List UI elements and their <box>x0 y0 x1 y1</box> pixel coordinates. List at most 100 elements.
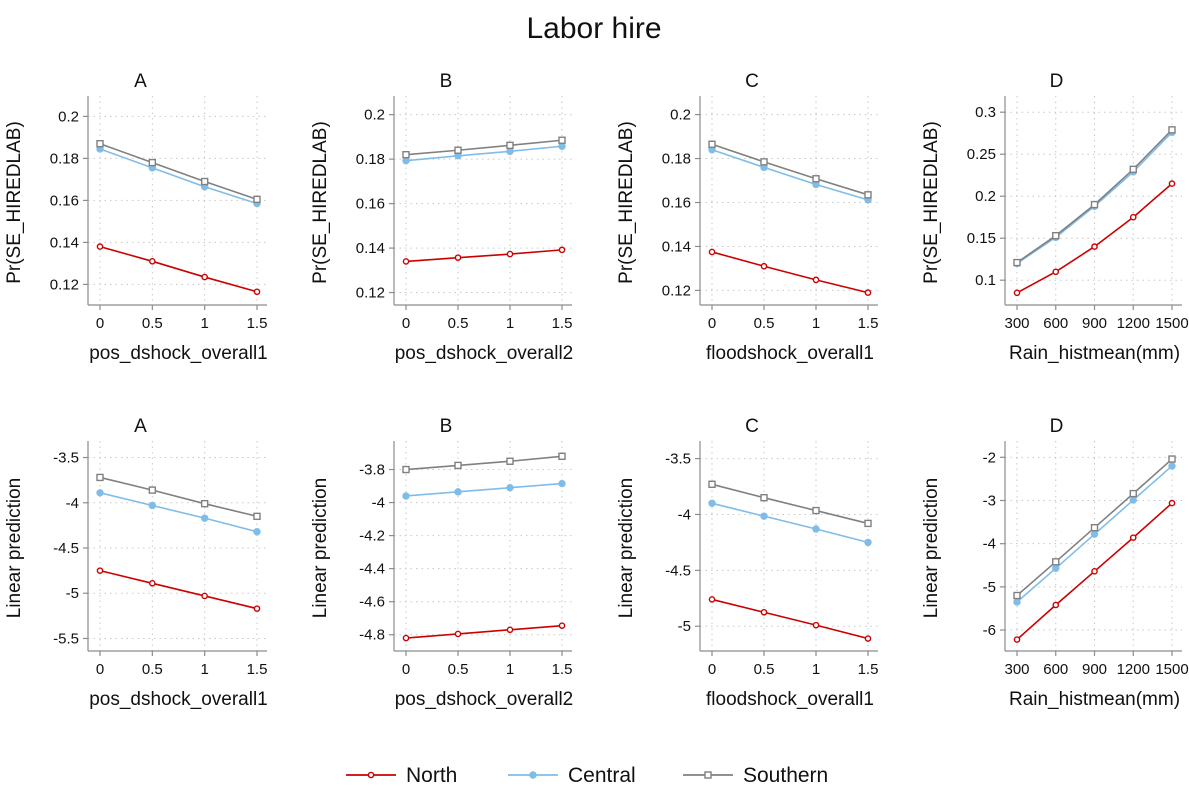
series-north <box>1013 180 1176 297</box>
x-tick-label: 1.5 <box>552 315 573 332</box>
data-point-southern <box>1090 200 1099 209</box>
series-central <box>402 479 566 500</box>
data-point-north <box>812 276 820 284</box>
data-point-central <box>1168 462 1176 470</box>
data-point-north <box>201 273 208 281</box>
series-north <box>96 567 261 612</box>
y-tick-label: 0.12 <box>662 282 691 299</box>
data-point-north <box>253 288 261 296</box>
x-axis-label: Rain_histmean(mm) <box>1009 689 1180 710</box>
series-southern <box>96 473 261 521</box>
x-tick-label: 1200 <box>1117 661 1150 678</box>
panel-title: D <box>1050 71 1064 92</box>
legend-item-southern: Southern <box>683 764 828 787</box>
data-point-central <box>558 142 566 150</box>
x-tick-label: 1.5 <box>858 315 879 332</box>
x-tick-label: 0.5 <box>448 315 469 332</box>
data-point-central <box>708 499 716 507</box>
data-point-central <box>454 488 462 496</box>
data-point-southern <box>200 499 209 508</box>
panel-title: A <box>134 71 147 92</box>
legend-item-central: Central <box>508 764 636 787</box>
data-point-southern <box>402 150 410 159</box>
y-tick-label: 0.25 <box>967 146 996 163</box>
x-axis-label: floodshock_overall1 <box>706 689 874 710</box>
x-tick-label: 0.5 <box>754 315 775 332</box>
data-point-southern <box>253 195 261 204</box>
data-point-southern <box>1129 165 1137 174</box>
data-point-north <box>1013 636 1021 643</box>
data-point-north <box>760 608 768 616</box>
y-tick-label: 0.12 <box>356 285 385 302</box>
series-southern <box>708 140 872 199</box>
data-point-southern <box>760 158 768 166</box>
y-tick-label: 0.18 <box>50 150 79 167</box>
data-point-southern <box>454 146 462 154</box>
y-tick-label: 0.2 <box>670 107 691 124</box>
series-line-north <box>711 251 869 294</box>
legend-label: North <box>406 764 457 787</box>
data-point-southern <box>1090 524 1099 532</box>
y-tick-label: -2 <box>983 449 996 466</box>
x-tick-label: 1 <box>200 315 208 332</box>
x-tick-label: 1500 <box>1155 661 1188 678</box>
data-point-southern <box>148 158 157 167</box>
x-tick-label: 1 <box>812 661 820 678</box>
y-tick-label: -4 <box>678 506 691 523</box>
data-point-north <box>812 621 820 629</box>
series-central <box>402 142 566 165</box>
y-axis-label: Linear prediction <box>921 478 942 618</box>
panel-title: C <box>745 71 759 92</box>
data-point-north <box>1052 601 1060 609</box>
chart-panel-linear-d: D -6 -5 -4 -3 -2 300 600 900 1200 1500 Rain_histmea… <box>921 416 1189 710</box>
data-point-central <box>402 492 410 500</box>
series-central <box>1013 462 1176 606</box>
data-point-central <box>402 156 410 165</box>
legend-item-north: North <box>346 764 457 787</box>
panel-title: C <box>745 416 759 437</box>
data-point-southern <box>812 506 820 515</box>
x-tick-label: 0.5 <box>448 661 469 678</box>
data-point-southern <box>200 177 209 186</box>
data-point-north <box>96 243 104 250</box>
y-tick-label: 0.12 <box>50 276 79 293</box>
series-line-southern <box>711 483 869 525</box>
series-north <box>402 246 566 265</box>
data-point-southern <box>1168 455 1176 463</box>
y-tick-label: -5 <box>66 585 79 602</box>
y-tick-label: 0.2 <box>975 188 996 205</box>
data-point-north <box>1168 180 1176 187</box>
data-point-central <box>200 514 209 522</box>
x-tick-label: 0 <box>708 661 716 678</box>
y-tick-label: -4.2 <box>359 528 385 545</box>
data-point-central <box>1129 496 1137 504</box>
y-axis-label: Pr(SE_HIREDLAB) <box>4 121 25 284</box>
data-point-north <box>1168 499 1176 507</box>
data-point-southern <box>1052 558 1060 566</box>
x-axis-label: pos_dshock_overall2 <box>395 343 574 364</box>
series-central <box>708 499 872 547</box>
y-tick-label: -4.6 <box>359 594 385 611</box>
data-point-central <box>1013 598 1021 606</box>
x-axis-label: pos_dshock_overall2 <box>395 689 574 710</box>
data-point-north <box>708 596 716 603</box>
x-tick-label: 1 <box>200 661 208 678</box>
data-point-north <box>149 579 156 587</box>
data-point-southern <box>558 452 566 461</box>
data-point-central <box>506 147 514 156</box>
data-point-north <box>506 250 514 258</box>
x-tick-label: 1500 <box>1155 315 1188 332</box>
data-point-north <box>760 262 768 270</box>
data-point-central <box>864 538 872 547</box>
data-point-north <box>864 289 872 296</box>
x-tick-label: 0 <box>96 315 104 332</box>
x-tick-label: 1 <box>506 661 514 678</box>
series-line-north <box>99 245 258 293</box>
data-point-north <box>402 258 410 265</box>
data-point-southern <box>402 465 410 474</box>
series-southern <box>1013 126 1176 267</box>
panel-title: A <box>134 416 147 437</box>
y-tick-label: 0.14 <box>50 234 79 251</box>
data-point-north <box>708 248 716 256</box>
